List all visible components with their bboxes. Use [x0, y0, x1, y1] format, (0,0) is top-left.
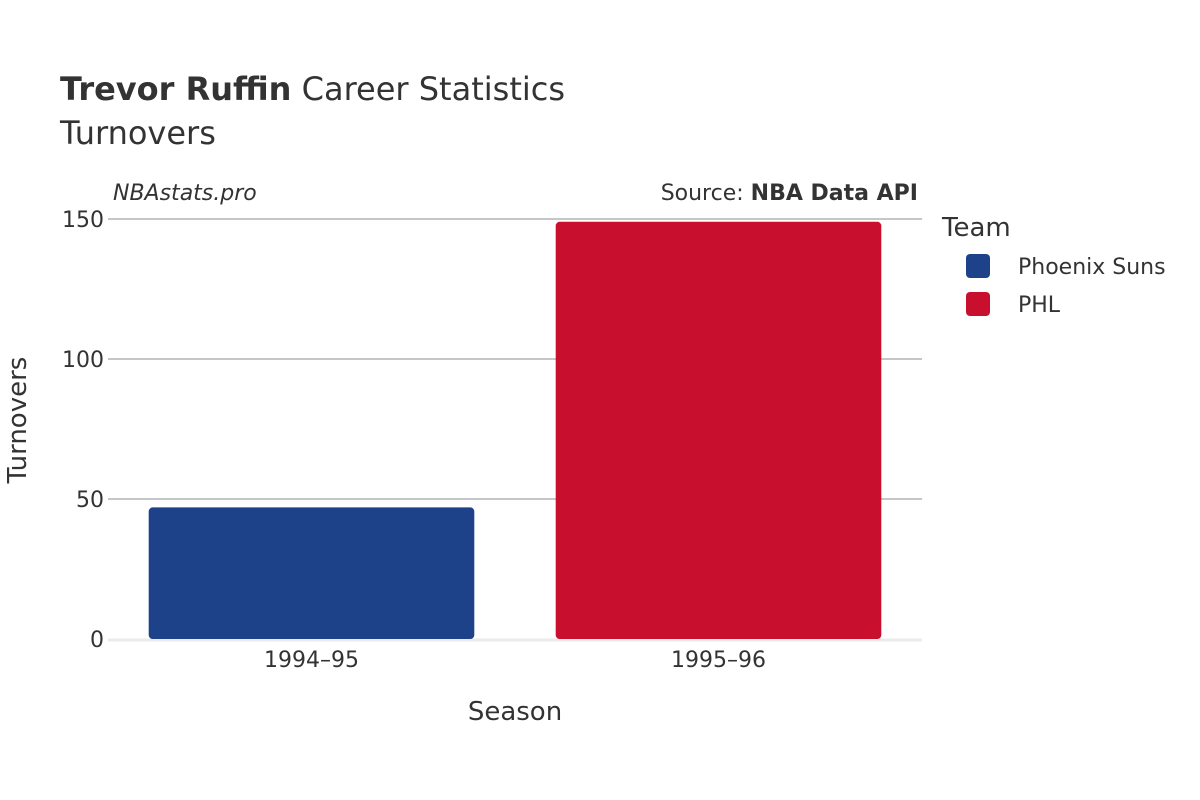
x-axis-title: Season [468, 697, 562, 727]
legend: Team Phoenix Suns PHL [941, 213, 1166, 318]
legend-label: PHL [1018, 293, 1061, 318]
source-credit: Source: NBA Data API [661, 181, 918, 206]
bar [148, 507, 475, 639]
source-prefix: Source: [661, 181, 751, 206]
x-tick-labels: 1994–95 1995–96 [264, 648, 766, 673]
legend-title: Team [941, 213, 1011, 243]
y-axis-title: Turnovers [3, 357, 33, 485]
legend-swatch [966, 292, 990, 316]
title-suffix: Career Statistics [291, 70, 565, 108]
source-name: NBA Data API [751, 181, 918, 206]
x-tick-label: 1995–96 [671, 648, 766, 673]
y-tick-label: 100 [62, 348, 104, 373]
watermark: NBAstats.pro [113, 181, 257, 206]
y-tick-labels: 0 50 100 150 [62, 208, 104, 653]
player-name: Trevor Ruffin [60, 70, 291, 108]
legend-items: Phoenix Suns PHL [966, 254, 1166, 318]
y-tick-label: 50 [76, 488, 104, 513]
chart-subtitle: Turnovers [59, 114, 216, 152]
chart-title: Trevor Ruffin Career Statistics [60, 70, 565, 108]
legend-label: Phoenix Suns [1018, 255, 1166, 280]
bar [555, 221, 882, 640]
y-tick-label: 150 [62, 208, 104, 233]
bars [148, 221, 882, 640]
y-tick-label: 0 [90, 628, 104, 653]
legend-swatch [966, 254, 990, 278]
x-tick-label: 1994–95 [264, 648, 359, 673]
